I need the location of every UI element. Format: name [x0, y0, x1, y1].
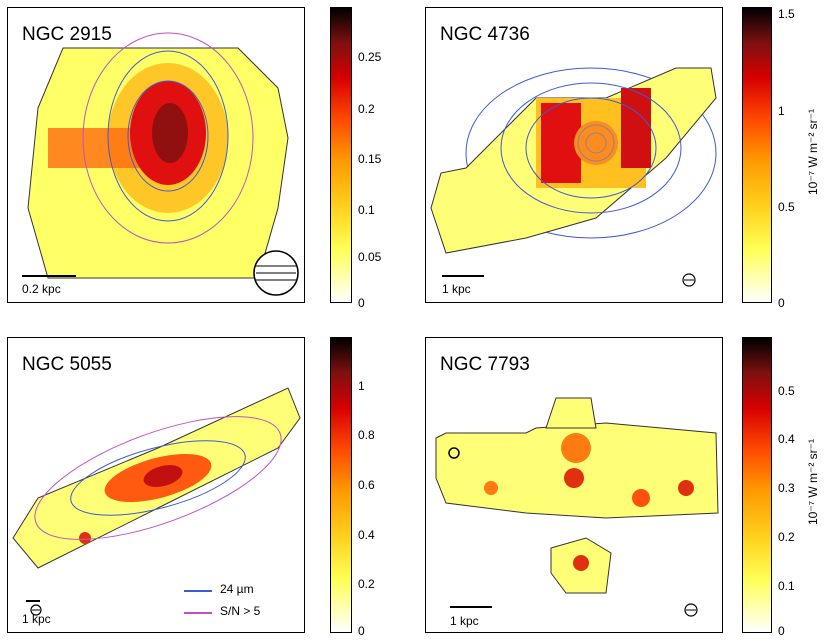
colorbar-tick: 0.2 — [358, 577, 375, 591]
colorbar-unit-label: 10⁻⁷ W m⁻² sr⁻¹ — [806, 109, 820, 196]
colorbar-tick: 0.6 — [358, 478, 375, 492]
scale-label: 1 kpc — [450, 614, 479, 628]
colorbar-tick: 1 — [358, 379, 365, 393]
galaxy-name: NGC 4736 — [440, 24, 530, 45]
scale-bar — [26, 600, 40, 602]
colorbar-tick: 0.1 — [778, 579, 795, 593]
colorbar-tick: 1.5 — [778, 7, 795, 21]
legend-blue-line — [184, 590, 212, 592]
map-panel-ngc7793: NGC 7793 1 kpc — [425, 337, 723, 633]
scale-bar — [442, 275, 484, 277]
colorbar-tick: 0 — [358, 624, 365, 638]
galaxy-name: NGC 2915 — [22, 24, 112, 45]
colorbar-ngc5055 — [330, 337, 352, 633]
colorbar-tick: 0.3 — [778, 481, 795, 495]
colorbar-tick: 0.5 — [778, 384, 795, 398]
colorbar-tick: 0 — [358, 296, 365, 310]
scale-bar — [22, 275, 76, 277]
legend-magenta-line — [184, 612, 212, 614]
galaxy-name: NGC 7793 — [440, 354, 530, 375]
colorbar-tick: 0.8 — [358, 428, 375, 442]
colorbar-tick: 0.1 — [358, 203, 375, 217]
colorbar-tick: 0 — [778, 296, 785, 310]
colorbar-tick: 0 — [778, 624, 785, 638]
colorbar-ngc7793 — [742, 337, 772, 633]
scale-label: 1 kpc — [442, 282, 471, 296]
legend-magenta-label: S/N > 5 — [220, 604, 261, 618]
map-panel-ngc2915: NGC 2915 0.2 kpc — [7, 7, 305, 303]
galaxy-name: NGC 5055 — [22, 354, 112, 375]
colorbar-ngc4736 — [742, 7, 772, 303]
colorbar-tick: 1 — [778, 104, 785, 118]
colorbar-tick: 0.2 — [778, 530, 795, 544]
colorbar-tick: 0.5 — [778, 200, 795, 214]
scale-bar — [450, 606, 492, 608]
map-panel-ngc5055: NGC 5055 1 kpc 24 µm S/N > 5 — [7, 337, 305, 633]
colorbar-tick: 0.05 — [358, 250, 382, 264]
map-image-ngc5055 — [12, 387, 301, 616]
map-image-ngc7793 — [435, 397, 719, 617]
colorbar-tick: 0.2 — [358, 102, 375, 116]
colorbar-tick: 0.25 — [358, 50, 382, 64]
colorbar-tick: 0.4 — [778, 432, 795, 446]
scale-label: 0.2 kpc — [22, 282, 61, 296]
map-image-ngc2915 — [27, 32, 299, 296]
map-panel-ngc4736: NGC 4736 1 kpc — [425, 7, 723, 303]
colorbar-tick: 0.4 — [358, 528, 375, 542]
map-image-ngc4736 — [430, 67, 717, 287]
scale-label: 1 kpc — [22, 612, 51, 626]
colorbar-ngc2915 — [330, 7, 352, 303]
colorbar-unit-label: 10⁻⁷ W m⁻² sr⁻¹ — [806, 439, 820, 526]
colorbar-tick: 0.15 — [358, 152, 382, 166]
legend-blue-label: 24 µm — [220, 582, 254, 596]
